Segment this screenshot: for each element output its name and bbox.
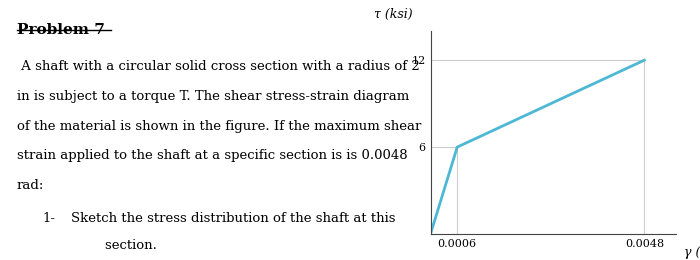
Text: Sketch the stress distribution of the shaft at this: Sketch the stress distribution of the sh… — [71, 212, 396, 225]
Text: A shaft with a circular solid cross section with a radius of 2: A shaft with a circular solid cross sect… — [17, 60, 419, 73]
Text: in is subject to a torque T. The shear stress-strain diagram: in is subject to a torque T. The shear s… — [17, 90, 409, 103]
Text: section.: section. — [71, 239, 158, 252]
Y-axis label: τ (ksi): τ (ksi) — [374, 8, 413, 21]
Text: Problem 7: Problem 7 — [17, 23, 105, 37]
Text: strain applied to the shaft at a specific section is is 0.0048: strain applied to the shaft at a specifi… — [17, 150, 407, 162]
Text: of the material is shown in the figure. If the maximum shear: of the material is shown in the figure. … — [17, 120, 421, 133]
X-axis label: γ (rad): γ (rad) — [683, 246, 700, 259]
Text: rad:: rad: — [17, 179, 44, 192]
Text: 1-: 1- — [42, 212, 55, 225]
